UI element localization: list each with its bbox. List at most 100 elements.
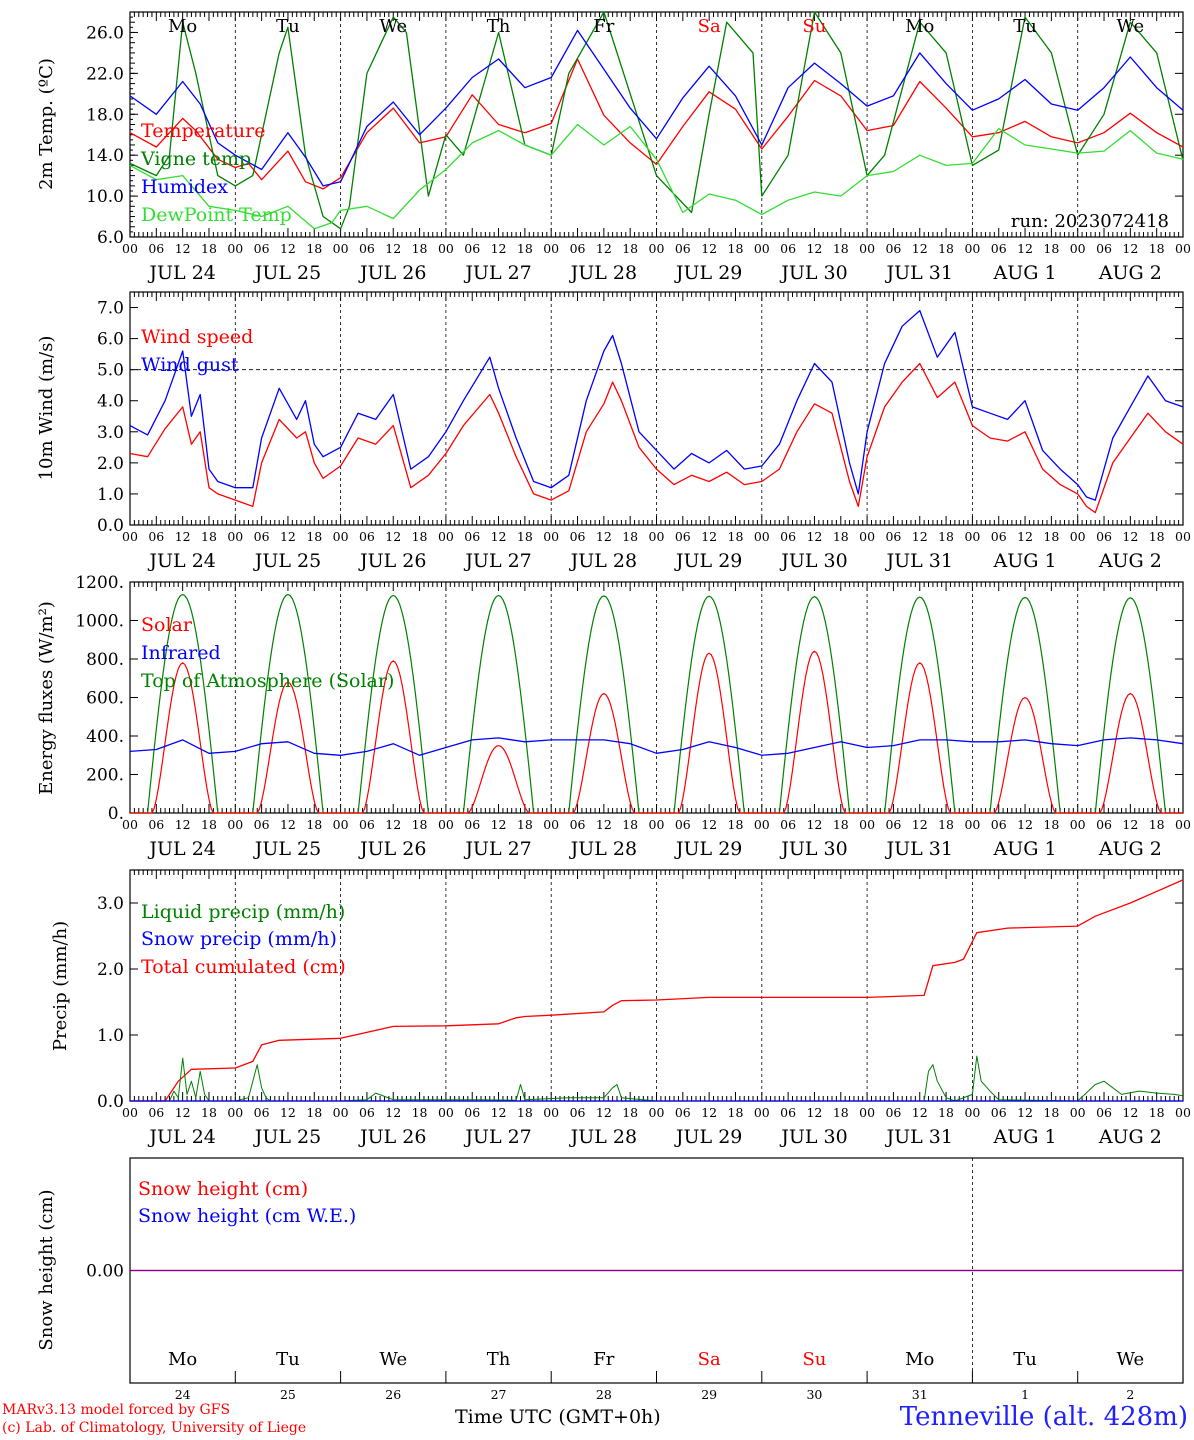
hour-tick-label: 12 [701, 529, 717, 544]
hour-tick-label: 12 [491, 817, 507, 832]
date-label: JUL 25 [253, 262, 321, 284]
legend-entry: Liquid precip (mm/h) [141, 901, 345, 923]
hour-tick-label: 00 [122, 241, 138, 256]
hour-tick-label: 12 [280, 241, 296, 256]
hour-tick-label: 06 [780, 1105, 796, 1120]
hour-tick-label: 12 [385, 1105, 401, 1120]
y-tick-label: 22.0 [86, 64, 124, 84]
hour-tick-label: 12 [1122, 241, 1138, 256]
lab-credit: (c) Lab. of Climatology, University of L… [2, 1420, 307, 1436]
hour-tick-label: 06 [885, 1105, 901, 1120]
date-label: JUL 28 [569, 838, 637, 860]
hour-tick-label: 18 [1149, 1105, 1165, 1120]
weekday-label: Su [802, 16, 826, 37]
date-label: JUL 24 [147, 262, 215, 284]
hour-tick-label: 00 [859, 241, 875, 256]
weekday-label: We [379, 1349, 407, 1370]
hour-tick-label: 00 [227, 817, 243, 832]
hour-tick-label: 06 [1096, 529, 1112, 544]
hour-tick-label: 12 [175, 529, 191, 544]
y-tick-label: 1000. [75, 612, 124, 632]
hour-tick-label: 18 [833, 1105, 849, 1120]
hour-tick-label: 00 [438, 1105, 454, 1120]
hour-tick-label: 18 [1043, 241, 1059, 256]
day-number-label: 29 [701, 1387, 717, 1402]
hour-tick-label: 00 [1070, 241, 1086, 256]
y-axis-label: 10m Wind (m/s) [36, 336, 57, 481]
hour-tick-label: 06 [780, 817, 796, 832]
weekday-label: We [1117, 16, 1145, 37]
hour-tick-label: 00 [754, 241, 770, 256]
hour-tick-label: 06 [885, 817, 901, 832]
hour-tick-label: 06 [991, 529, 1007, 544]
weekday-label: Mo [905, 1349, 934, 1370]
hour-tick-label: 18 [622, 529, 638, 544]
date-label: JUL 31 [885, 838, 953, 860]
hour-tick-label: 18 [833, 529, 849, 544]
date-label: JUL 26 [358, 550, 426, 572]
hour-tick-label: 18 [517, 529, 533, 544]
hour-tick-label: 12 [280, 1105, 296, 1120]
hour-tick-label: 18 [201, 817, 217, 832]
legend-entry: Snow height (cm W.E.) [138, 1205, 356, 1227]
y-tick-label: 200. [86, 766, 124, 786]
day-number-label: 25 [280, 1387, 296, 1402]
legend-entry: Wind gust [141, 354, 239, 376]
y-tick-label: 6.0 [97, 228, 124, 248]
hour-tick-label: 12 [701, 241, 717, 256]
hour-tick-label: 00 [1070, 1105, 1086, 1120]
hour-tick-label: 00 [1175, 817, 1191, 832]
date-label: JUL 24 [147, 550, 215, 572]
weekday-label: Su [802, 1349, 826, 1370]
hour-tick-label: 06 [570, 241, 586, 256]
y-tick-label: 6.0 [97, 330, 124, 350]
y-tick-label: 2.0 [97, 960, 124, 980]
hour-tick-label: 18 [1149, 241, 1165, 256]
series-line-liquid-precip-mm-h [130, 1055, 1184, 1102]
hour-tick-label: 12 [1017, 529, 1033, 544]
date-label: JUL 31 [885, 262, 953, 284]
hour-tick-label: 06 [254, 1105, 270, 1120]
legend-entry: Vigne temp [140, 148, 251, 170]
hour-tick-label: 12 [1122, 529, 1138, 544]
hour-tick-label: 00 [754, 817, 770, 832]
hour-tick-label: 18 [412, 529, 428, 544]
hour-tick-label: 12 [491, 529, 507, 544]
hour-tick-label: 06 [885, 241, 901, 256]
weekday-label: Tu [276, 1349, 300, 1370]
hour-tick-label: 06 [464, 529, 480, 544]
hour-tick-label: 06 [991, 241, 1007, 256]
hour-tick-label: 06 [359, 1105, 375, 1120]
date-label: JUL 25 [253, 550, 321, 572]
date-label: JUL 29 [674, 262, 742, 284]
weekday-label: Fr [593, 16, 614, 37]
hour-tick-label: 00 [227, 1105, 243, 1120]
hour-tick-label: 06 [675, 241, 691, 256]
hour-tick-label: 06 [359, 529, 375, 544]
hour-tick-label: 00 [649, 241, 665, 256]
date-label: JUL 27 [463, 550, 531, 572]
hour-tick-label: 18 [201, 529, 217, 544]
hour-tick-label: 18 [306, 529, 322, 544]
legend-entry: Total cumulated (cm) [141, 956, 346, 978]
hour-tick-label: 18 [833, 241, 849, 256]
y-tick-label: 3.0 [97, 423, 124, 443]
hour-tick-label: 18 [1149, 529, 1165, 544]
hour-tick-label: 00 [438, 241, 454, 256]
legend-entry: Temperature [141, 120, 265, 142]
hour-tick-label: 06 [885, 529, 901, 544]
y-tick-label: 4.0 [97, 392, 124, 412]
weekday-label: Sa [698, 16, 721, 37]
hour-tick-label: 00 [227, 241, 243, 256]
hour-tick-label: 12 [385, 529, 401, 544]
hour-tick-label: 06 [1096, 241, 1112, 256]
weekday-label: We [379, 16, 407, 37]
weekday-label: Fr [593, 1349, 614, 1370]
date-label: JUL 26 [358, 262, 426, 284]
y-tick-label: 800. [86, 650, 124, 670]
hour-tick-label: 00 [964, 817, 980, 832]
weekday-label: Sa [698, 1349, 721, 1370]
hour-tick-label: 00 [122, 1105, 138, 1120]
y-tick-label: 7.0 [97, 299, 124, 319]
day-number-label: 31 [912, 1387, 928, 1402]
